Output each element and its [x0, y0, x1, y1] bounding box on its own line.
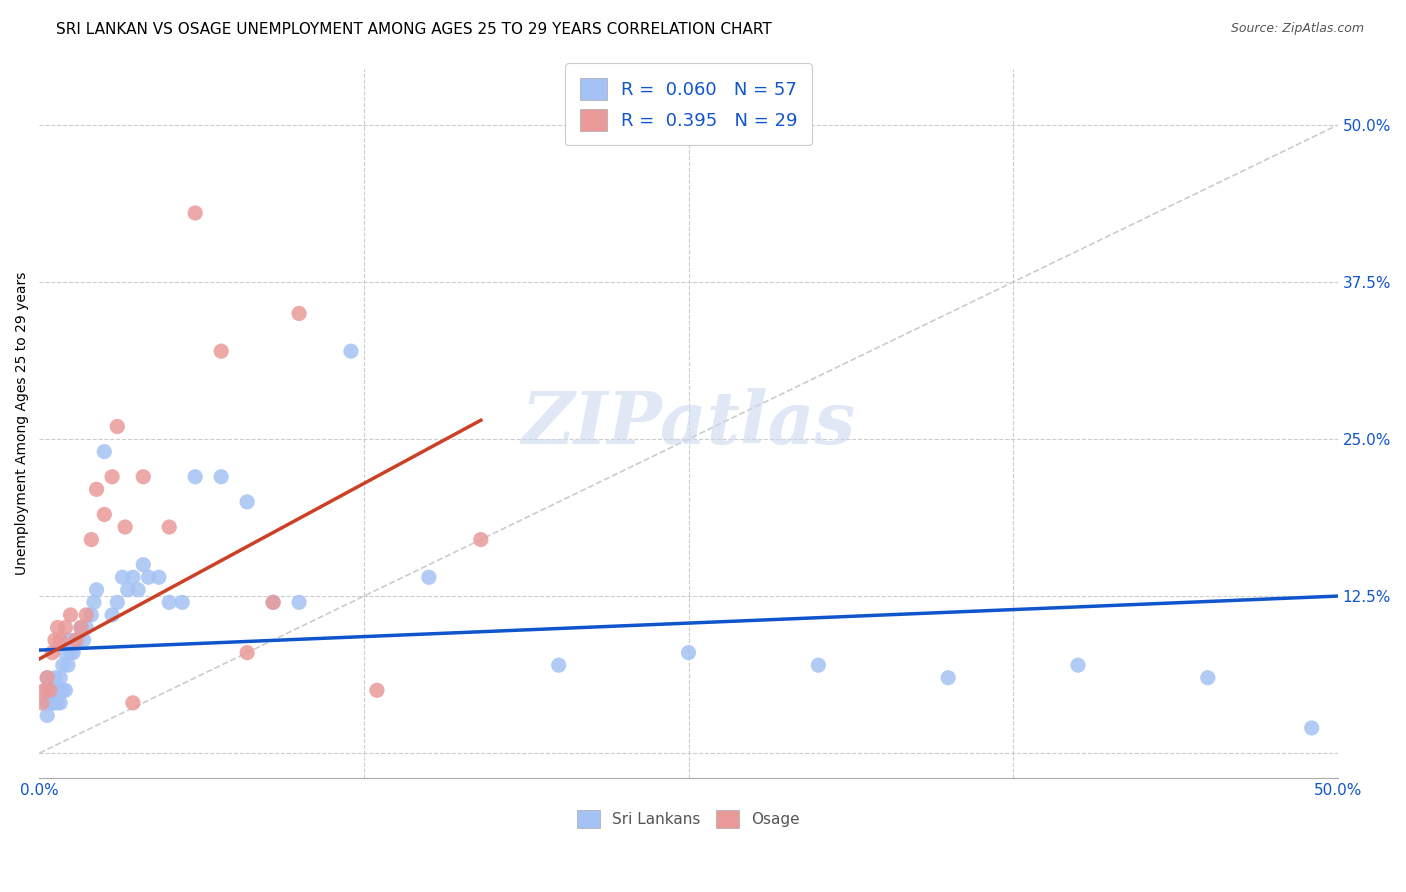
Point [86, 483, 108, 497]
Point [70, 620, 93, 634]
Y-axis label: Unemployment Among Ages 25 to 29 years: Unemployment Among Ages 25 to 29 years [15, 272, 30, 575]
Point [83, 595, 105, 609]
Point [62, 646, 84, 660]
Point [37, 696, 59, 710]
Point [184, 469, 207, 483]
Point [807, 658, 830, 673]
Point [37, 671, 59, 685]
Point [38, 696, 60, 710]
Point [111, 570, 134, 584]
Point [105, 595, 128, 609]
Point [41, 646, 63, 660]
Point [122, 696, 145, 710]
Point [37, 671, 59, 685]
Point [132, 469, 155, 483]
Point [52, 658, 75, 673]
Point [49, 633, 72, 648]
Point [49, 696, 72, 710]
Point [49, 671, 72, 685]
Legend: Sri Lankans, Osage: Sri Lankans, Osage [571, 804, 806, 834]
Point [75, 620, 97, 634]
Point [38, 683, 60, 698]
Point [470, 533, 492, 547]
Point [184, 206, 207, 220]
Point [127, 582, 149, 597]
Point [288, 306, 311, 320]
Point [37, 683, 59, 698]
Point [80, 533, 103, 547]
Point [93, 508, 115, 522]
Text: Source: ZipAtlas.com: Source: ZipAtlas.com [1230, 22, 1364, 36]
Point [67, 633, 90, 648]
Point [75, 607, 97, 622]
Point [41, 696, 63, 710]
Point [59, 607, 82, 622]
Point [288, 595, 311, 609]
Point [262, 595, 284, 609]
Point [44, 683, 66, 698]
Point [56, 633, 79, 648]
Point [46, 620, 69, 634]
Point [105, 419, 128, 434]
Point [72, 633, 94, 648]
Point [547, 658, 569, 673]
Text: ZIPatlas: ZIPatlas [522, 388, 856, 458]
Point [157, 595, 180, 609]
Point [1197, 671, 1219, 685]
Point [678, 646, 700, 660]
Point [262, 595, 284, 609]
Point [31, 696, 53, 710]
Point [80, 607, 103, 622]
Point [93, 444, 115, 458]
Point [157, 520, 180, 534]
Point [209, 469, 232, 483]
Point [44, 696, 66, 710]
Point [44, 671, 66, 685]
Point [122, 570, 145, 584]
Point [52, 683, 75, 698]
Point [37, 708, 59, 723]
Point [46, 683, 69, 698]
Point [209, 344, 232, 359]
Point [117, 582, 139, 597]
Point [34, 683, 56, 698]
Point [55, 683, 77, 698]
Point [101, 469, 124, 483]
Text: SRI LANKAN VS OSAGE UNEMPLOYMENT AMONG AGES 25 TO 29 YEARS CORRELATION CHART: SRI LANKAN VS OSAGE UNEMPLOYMENT AMONG A… [56, 22, 772, 37]
Point [148, 570, 170, 584]
Point [56, 658, 79, 673]
Point [418, 570, 440, 584]
Point [46, 696, 69, 710]
Point [236, 646, 259, 660]
Point [1301, 721, 1323, 735]
Point [70, 620, 93, 634]
Point [65, 633, 87, 648]
Point [101, 607, 124, 622]
Point [38, 683, 60, 698]
Point [55, 646, 77, 660]
Point [138, 570, 160, 584]
Point [936, 671, 959, 685]
Point [55, 620, 77, 634]
Point [366, 683, 388, 698]
Point [86, 582, 108, 597]
Point [114, 520, 136, 534]
Point [172, 595, 194, 609]
Point [41, 683, 63, 698]
Point [1067, 658, 1090, 673]
Point [132, 558, 155, 572]
Point [340, 344, 363, 359]
Point [44, 633, 66, 648]
Point [236, 495, 259, 509]
Point [65, 633, 87, 648]
Point [59, 646, 82, 660]
